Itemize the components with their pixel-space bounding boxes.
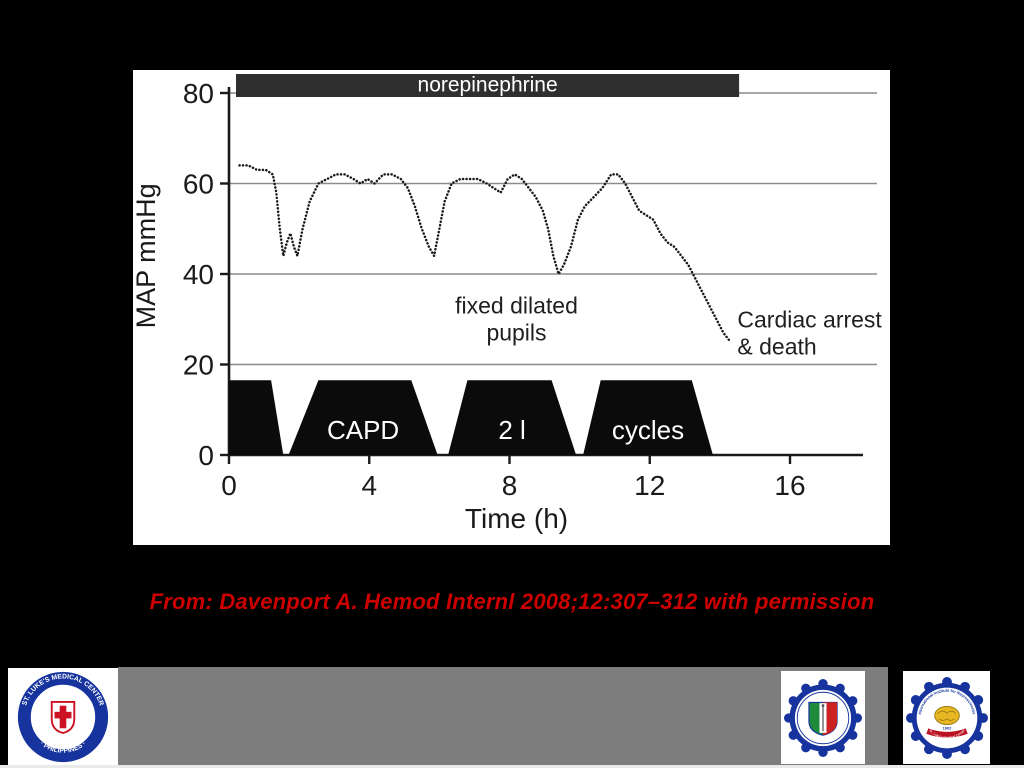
y-tick-label: 60 bbox=[183, 169, 214, 200]
brain-icon bbox=[933, 705, 960, 725]
neurosciences-logo: International Institute for Neuroscience… bbox=[905, 676, 988, 759]
y-tick-label: 0 bbox=[198, 440, 214, 471]
x-tick-label: 16 bbox=[774, 470, 805, 501]
norepinephrine-band bbox=[236, 74, 740, 97]
neurosciences-logo-box: International Institute for Neuroscience… bbox=[903, 671, 990, 764]
capd-cycle-shape bbox=[229, 380, 284, 455]
y-tick-label: 80 bbox=[183, 78, 214, 109]
chart-annotation: fixed dilated bbox=[455, 293, 578, 319]
y-tick-label: 40 bbox=[183, 259, 214, 290]
slmc-logo-box: ST. LUKE'S MEDICAL CENTER · PHILIPPINES … bbox=[8, 668, 118, 766]
x-tick-label: 12 bbox=[634, 470, 665, 501]
footer-bar bbox=[118, 667, 888, 766]
college-shield-red bbox=[823, 701, 838, 735]
map-chart-svg: norepinephrine 0 20 40 60 80 0 4 8 12 16 Time (h) MA… bbox=[133, 74, 882, 535]
citation-caption: From: Davenport A. Hemod Internl 2008;12… bbox=[149, 589, 875, 614]
capd-cycle-label: 2 l bbox=[498, 415, 525, 445]
chart-annotation: pupils bbox=[486, 320, 546, 346]
x-tick-label: 4 bbox=[361, 470, 377, 501]
slmc-logo: ST. LUKE'S MEDICAL CENTER · PHILIPPINES … bbox=[17, 671, 109, 763]
capd-cycle-label: cycles bbox=[612, 415, 684, 445]
bottom-edge-line bbox=[0, 765, 1024, 768]
x-axis-title: Time (h) bbox=[465, 503, 568, 534]
capd-cycle-label: CAPD bbox=[327, 415, 399, 445]
capd-cycle-shape bbox=[583, 380, 713, 455]
capd-cycle-shape bbox=[288, 380, 438, 455]
x-tick-label: 8 bbox=[502, 470, 518, 501]
slmc-cross-horizontal bbox=[54, 711, 72, 719]
y-tick-label: 20 bbox=[183, 350, 214, 381]
x-tick-label: 0 bbox=[221, 470, 237, 501]
chart-annotation: & death bbox=[737, 333, 816, 359]
college-logo-box bbox=[781, 671, 865, 764]
map-chart-figure: norepinephrine 0 20 40 60 80 0 4 8 12 16 Time (h) MA… bbox=[133, 70, 890, 545]
map-trace-line bbox=[238, 164, 732, 344]
neuro-banner bbox=[925, 727, 968, 738]
chart-annotation: Cardiac arrest bbox=[737, 306, 882, 332]
college-logo bbox=[784, 678, 862, 757]
neuro-year: 1902 bbox=[942, 725, 952, 730]
norepinephrine-label: norepinephrine bbox=[418, 74, 558, 97]
capd-cycle-shape bbox=[448, 380, 577, 455]
y-axis-title: MAP mmHg bbox=[133, 183, 161, 328]
